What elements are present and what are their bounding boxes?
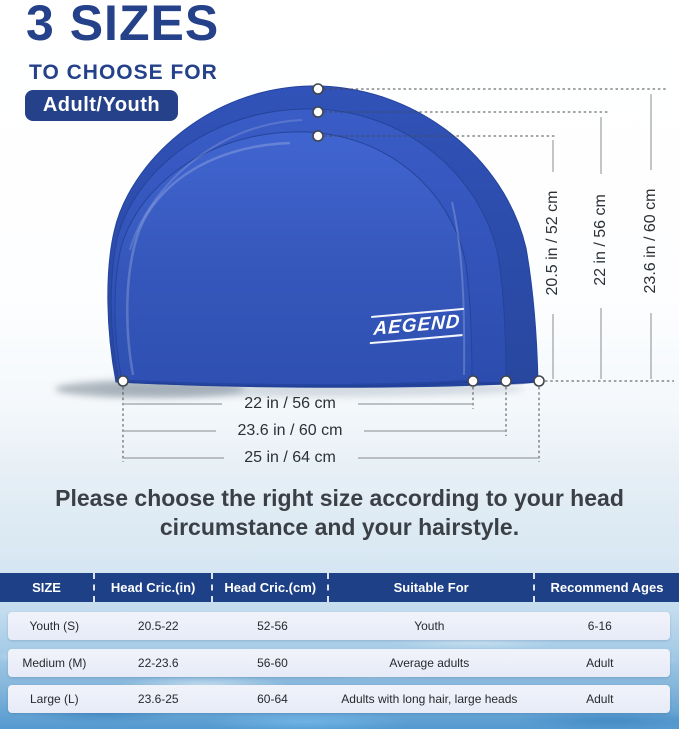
cap-bottom-fold-back [471,379,539,386]
dimension-label-height-large: 23.6 in / 60 cm [642,188,659,294]
column-header-suitable-for: Suitable For [329,573,536,602]
cell-size: Youth (S) [29,619,80,633]
cell-suitable-for: Adults with long hair, large heads [341,692,518,706]
column-header-head-cric-in: Head Cric.(in) [95,573,214,602]
dimension-lines [123,94,652,459]
cap-medium [110,108,507,387]
size-note: Please choose the right size according t… [0,484,679,542]
cell-suitable-for: Average adults [389,656,470,670]
column-header-head-cric-cm: Head Cric.(cm) [213,573,330,602]
cell-recommend-ages: Adult [586,656,614,670]
table-row-youth: Youth (S) 20.5-22 52-56 Youth 6-16 [8,612,670,640]
cap-large [107,85,539,388]
table-row-large: Large (L) 23.6-25 60-64 Adults with long… [8,685,670,713]
page-subtitle: TO CHOOSE FOR [29,61,218,84]
audience-badge: Adult/Youth [25,90,178,121]
cell-head-cric-cm: 60-64 [257,692,288,706]
dimension-label-width-large: 25 in / 64 cm [244,449,336,466]
cell-head-cric-cm: 56-60 [257,656,288,670]
anchor-dots [117,83,545,387]
table-row-medium: Medium (M) 22-23.6 56-60 Average adults … [8,649,670,677]
cell-suitable-for: Youth [414,619,445,633]
column-header-size: SIZE [0,573,96,602]
cell-recommend-ages: 6-16 [587,619,612,633]
dimension-label-width-medium: 23.6 in / 60 cm [237,422,343,439]
dimension-label-height-medium: 22 in / 56 cm [592,194,609,286]
cell-size: Medium (M) [22,656,87,670]
cap-small [114,131,473,387]
column-header-recommend-ages: Recommend Ages [550,580,664,595]
size-note-line2: circumstance and your hairstyle. [159,514,520,540]
brand-logo: AEGEND [369,307,465,345]
size-table-header: SIZE Head Cric.(in) Head Cric.(cm) Suita… [0,573,679,602]
size-note-line1: Please choose the right size according t… [55,485,624,511]
cell-head-cric-in: 20.5-22 [137,619,179,633]
cap-bottom-fold [122,379,472,387]
cell-head-cric-in: 22-23.6 [137,656,179,670]
page-title: 3 SIZES [26,0,220,51]
cell-head-cric-cm: 52-56 [257,619,288,633]
dimension-label-width-small: 22 in / 56 cm [244,395,336,412]
cell-head-cric-in: 23.6-25 [137,692,179,706]
dimension-label-height-small: 20.5 in / 52 cm [544,190,561,296]
cell-size: Large (L) [29,692,79,706]
cell-recommend-ages: Adult [586,692,614,706]
